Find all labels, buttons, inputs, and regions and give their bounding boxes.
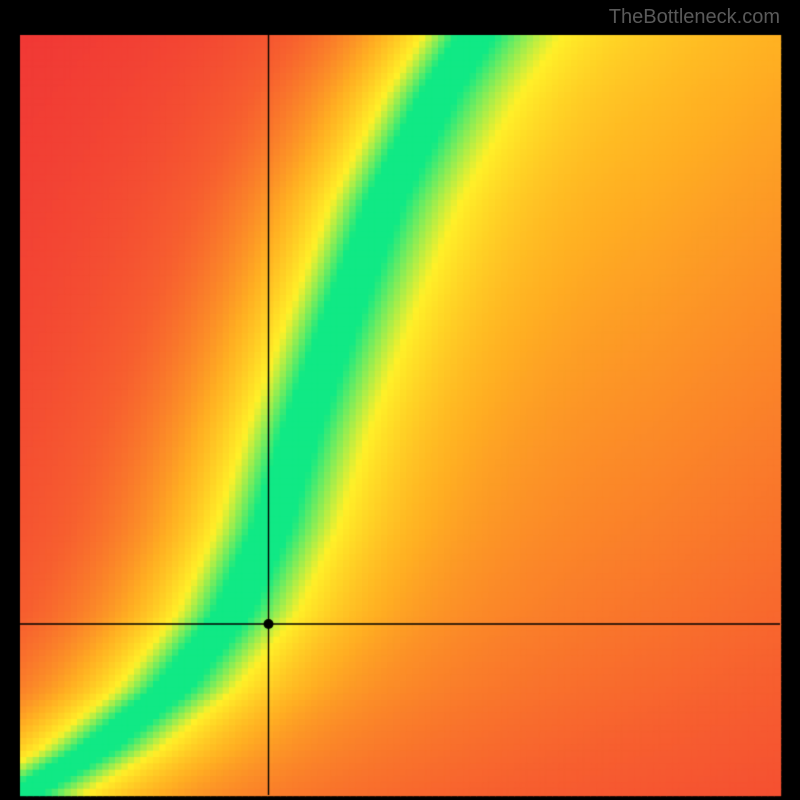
chart-container: { "watermark": { "text": "TheBottleneck.… bbox=[0, 0, 800, 800]
watermark-text: TheBottleneck.com bbox=[609, 6, 780, 29]
bottleneck-heatmap bbox=[0, 0, 800, 800]
